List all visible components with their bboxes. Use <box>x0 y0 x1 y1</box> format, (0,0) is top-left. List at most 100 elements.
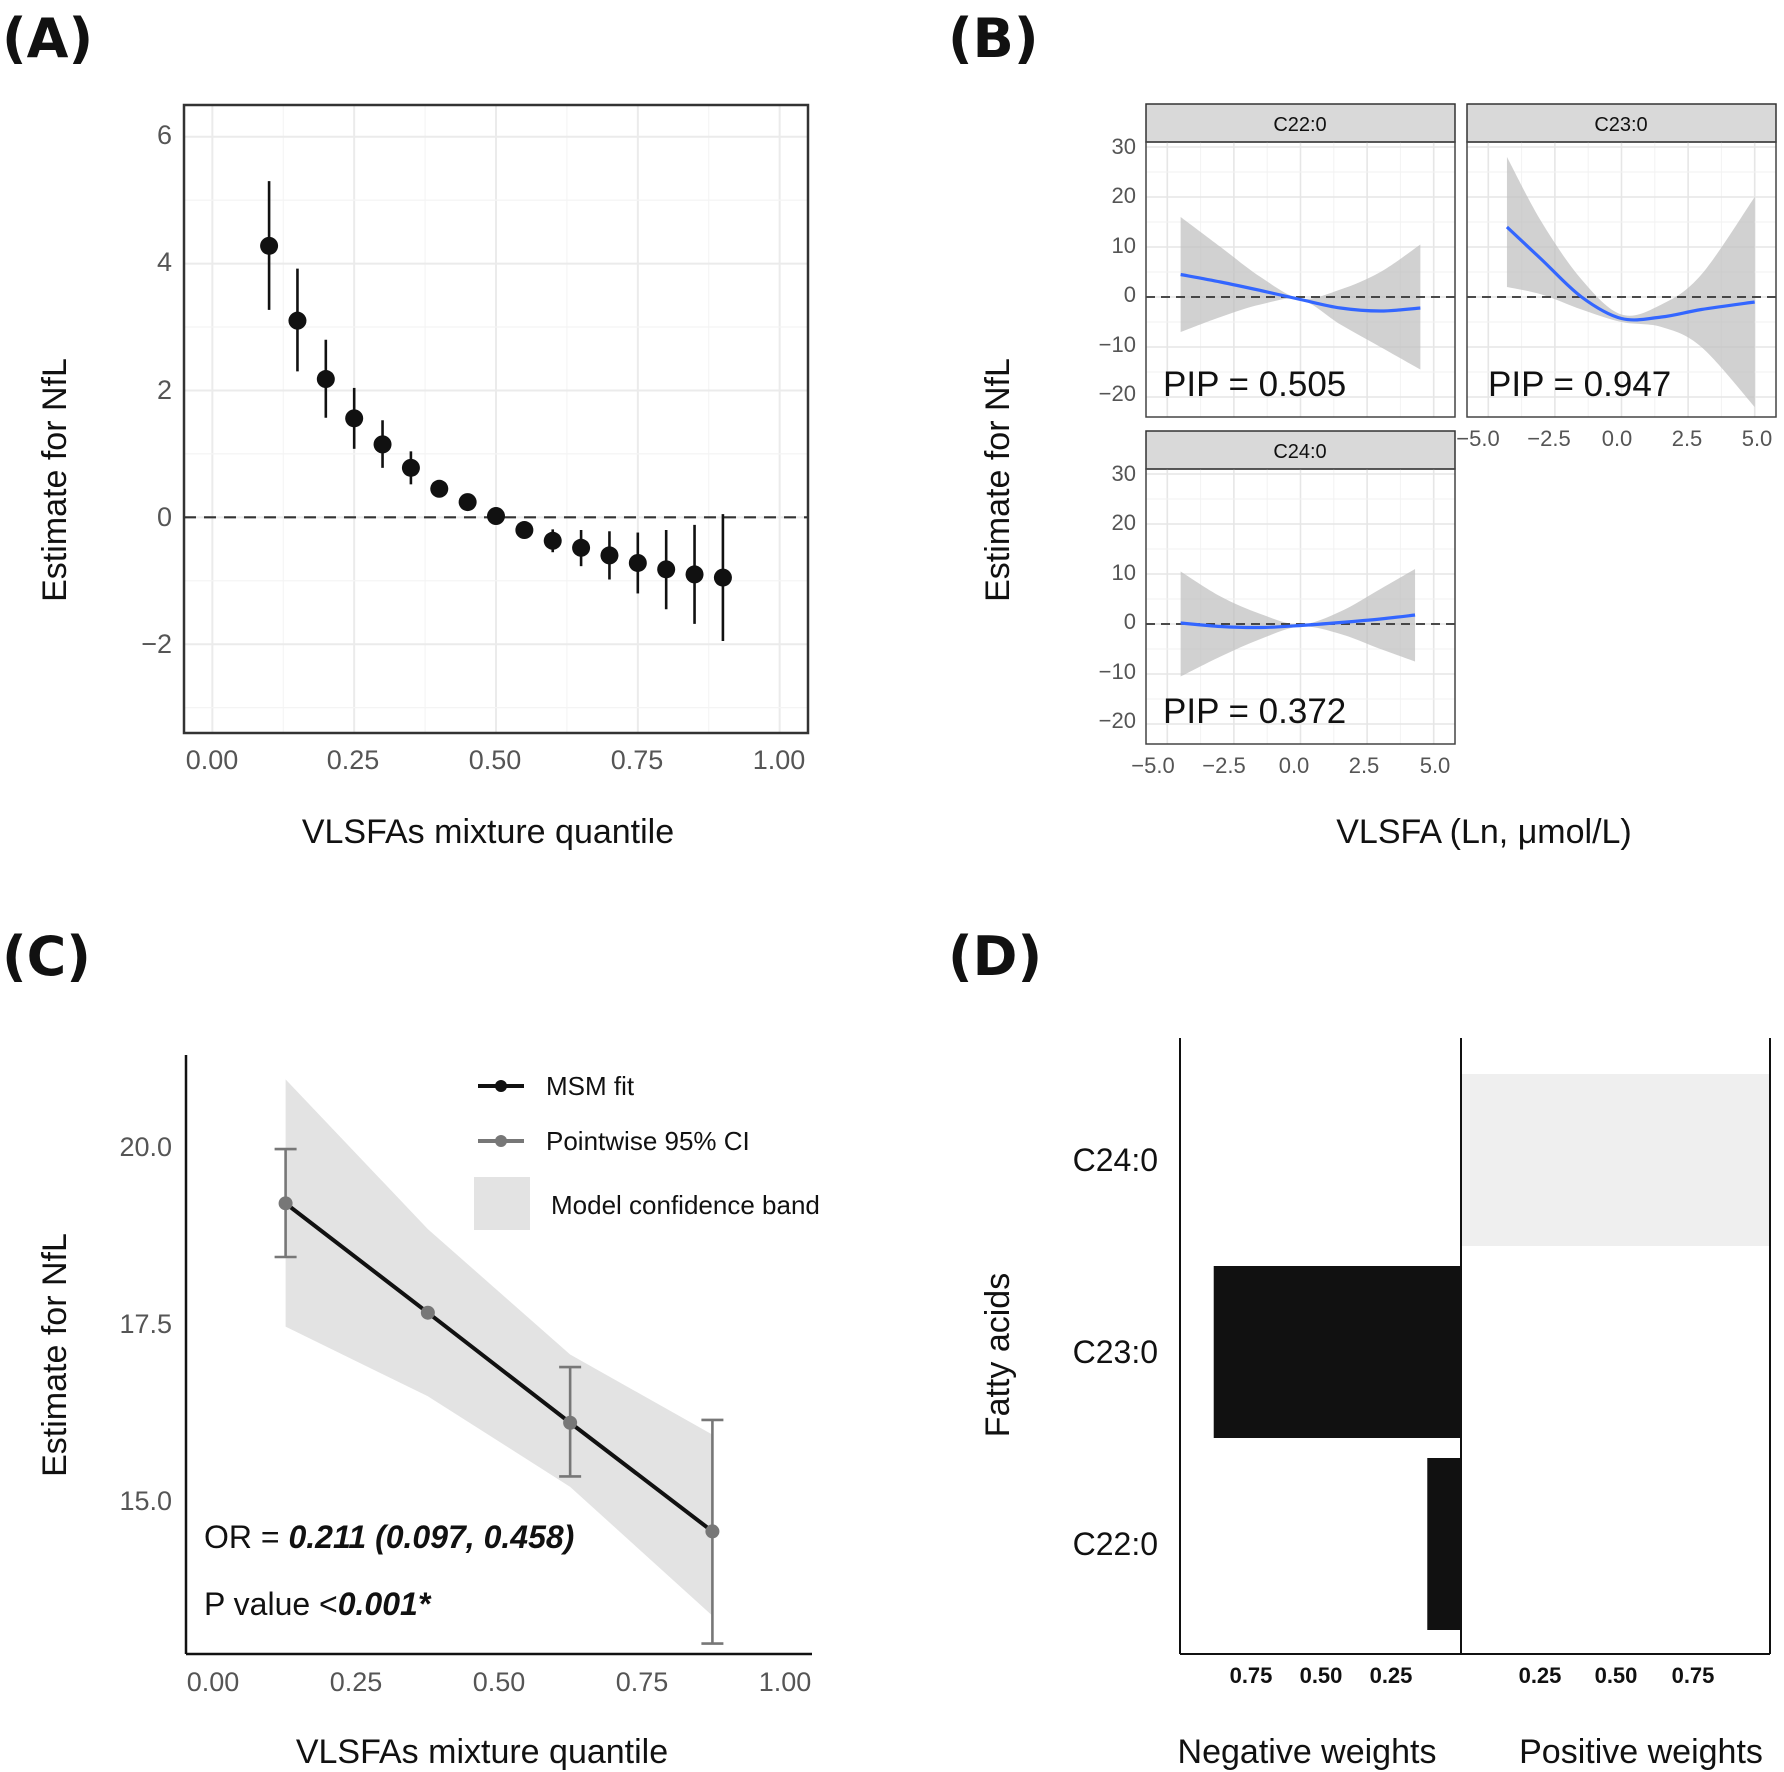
panel-d-pos-tick: 0.50 <box>1595 1663 1638 1688</box>
panel-c-x-tick: 0.00 <box>187 1667 240 1697</box>
panel-b-y-tick: −20 <box>1099 381 1136 406</box>
panel-b-y-tick: 0 <box>1124 609 1136 634</box>
panel-c-x-tick: 1.00 <box>759 1667 812 1697</box>
panel-d-positive-label: Positive weights <box>1519 1733 1763 1771</box>
panel-a-point <box>260 236 279 255</box>
facet-c23-x-tick: 0.0 <box>1602 426 1633 451</box>
panel-a-point <box>316 370 335 389</box>
panel-c-point <box>278 1196 293 1211</box>
facet-c23-pip: PIP = 0.947 <box>1488 365 1671 404</box>
panel-d-pos-tick: 0.75 <box>1672 1663 1715 1688</box>
facet-c23-x-tick: −5.0 <box>1456 426 1499 451</box>
facet-c22-strip <box>1145 103 1456 143</box>
facet-c22-frame <box>1145 141 1456 418</box>
panel-a-x-label: VLSFAs mixture quantile <box>302 813 674 851</box>
panel-b-y-tick: 20 <box>1112 183 1136 208</box>
legend-item-confidence-band: Model confidence band <box>474 1177 820 1230</box>
facet-c24-strip-label: C24:0 <box>1273 441 1326 463</box>
p-value: 0.001* <box>338 1586 432 1622</box>
facet-c24: C24:0 PIP = 0.372 −5.0 −2.5 0.0 2.5 5.0 <box>1131 430 1456 778</box>
panel-c-y-tick: 20.0 <box>119 1132 172 1162</box>
facet-c23-confidence-band <box>1506 157 1755 407</box>
panel-c-y-tick: 15.0 <box>119 1486 172 1516</box>
facet-c23-strip-label: C23:0 <box>1594 114 1647 136</box>
panel-c-or-annotation: OR = 0.211 (0.097, 0.458) <box>204 1519 574 1555</box>
facet-c23-frame <box>1466 141 1777 418</box>
facet-c22-smooth-line <box>1180 272 1421 313</box>
or-prefix: OR = <box>204 1519 288 1555</box>
panel-a-point <box>373 435 392 454</box>
panel-a-x-tick: 1.00 <box>753 745 806 775</box>
panel-c-model-confidence-band <box>285 1079 713 1616</box>
panel-a-y-tick: −2 <box>141 629 172 659</box>
panel-b-y-tick: 10 <box>1112 233 1136 258</box>
p-prefix: P value < <box>204 1586 338 1622</box>
panel-c-point <box>705 1524 720 1539</box>
panel-a-y-label: Estimate for NfL <box>36 358 74 602</box>
or-value: 0.211 (0.097, 0.458) <box>288 1519 574 1555</box>
facet-c24-confidence-band <box>1180 569 1416 677</box>
panel-d-negative-bar <box>1427 1458 1461 1630</box>
panel-a-point <box>628 553 647 572</box>
facet-c24-x-tick: −5.0 <box>1131 753 1174 778</box>
facet-c24-x-tick: 2.5 <box>1349 753 1380 778</box>
panel-letter-b: (B) <box>948 7 1039 70</box>
panel-a-point <box>458 493 477 512</box>
panel-b-y-tick: 30 <box>1112 134 1136 159</box>
panel-c-x-tick: 0.25 <box>330 1667 383 1697</box>
facet-c24-pip: PIP = 0.372 <box>1163 692 1346 731</box>
panel-b-y-tick: 30 <box>1112 461 1136 486</box>
legend-item-pointwise-ci: Pointwise 95% CI <box>478 1126 750 1156</box>
panel-a-point <box>515 521 534 540</box>
panel-b-y-tick: 10 <box>1112 560 1136 585</box>
panel-a-point <box>401 458 420 477</box>
facet-c23-smooth-line <box>1505 225 1755 322</box>
panel-b-y-label: Estimate for NfL <box>979 358 1017 602</box>
panel-a-x-tick: 0.50 <box>469 745 522 775</box>
panel-d-y-label: Fatty acids <box>979 1273 1017 1437</box>
panel-b-y-tick: −20 <box>1099 708 1136 733</box>
legend-band-swatch <box>474 1177 530 1230</box>
panel-c-x-tick: 0.50 <box>473 1667 526 1697</box>
panel-d-category-label: C23:0 <box>1073 1334 1158 1370</box>
panel-c-point <box>563 1415 578 1430</box>
facet-c22: C22:0 PIP = 0.505 <box>1145 103 1456 418</box>
facet-c23-x-tick: 5.0 <box>1742 426 1773 451</box>
panel-b-y-tick: −10 <box>1099 332 1136 357</box>
panel-d-neg-tick: 0.75 <box>1230 1663 1273 1688</box>
panel-a-grid <box>184 105 808 733</box>
panel-d-pos-tick: 0.25 <box>1519 1663 1562 1688</box>
panel-b-y-tick: −10 <box>1099 659 1136 684</box>
panel-a-point <box>600 546 619 565</box>
panel-a-point <box>713 568 732 587</box>
panel-c: 15.0 17.5 20.0 0.00 0.25 0.50 0.75 1.00 … <box>36 1055 820 1771</box>
facet-c24-x-tick: 0.0 <box>1279 753 1310 778</box>
legend-ci-point <box>495 1135 507 1147</box>
facet-c23-x-tick: −2.5 <box>1527 426 1570 451</box>
panel-b: C22:0 PIP = 0.505 C23:0 PIP = 0.947 −5.0… <box>979 103 1777 851</box>
panel-b-y-ticks-row2: −20 −10 0 10 20 30 <box>1099 461 1136 733</box>
panel-d-category-label: C22:0 <box>1073 1526 1158 1562</box>
panel-d-negative-bar <box>1213 1266 1461 1438</box>
panel-letter-d: (D) <box>948 925 1042 988</box>
facet-c22-confidence-band <box>1180 217 1421 370</box>
panel-a-point <box>288 311 307 330</box>
panel-a-x-tick: 0.25 <box>327 745 380 775</box>
legend-msm-label: MSM fit <box>546 1071 635 1101</box>
facet-c22-strip-label: C22:0 <box>1273 114 1326 136</box>
panel-c-y-tick: 17.5 <box>119 1309 172 1339</box>
panel-a-y-tick: 2 <box>157 375 172 405</box>
facet-c24-x-tick: −2.5 <box>1202 753 1245 778</box>
legend-band-label: Model confidence band <box>551 1190 820 1220</box>
panel-c-legend: MSM fit Pointwise 95% CI Model confidenc… <box>474 1071 820 1230</box>
panel-c-point <box>420 1305 435 1320</box>
panel-a-frame <box>182 103 810 735</box>
panel-a-point <box>543 531 562 550</box>
panel-d-negative-label: Negative weights <box>1178 1733 1437 1771</box>
panel-c-x-label: VLSFAs mixture quantile <box>296 1733 668 1771</box>
panel-c-x-tick: 0.75 <box>616 1667 669 1697</box>
panel-a-x-tick: 0.00 <box>186 745 239 775</box>
panel-a-y-tick: 0 <box>157 502 172 532</box>
facet-c23-x-tick: 2.5 <box>1672 426 1703 451</box>
